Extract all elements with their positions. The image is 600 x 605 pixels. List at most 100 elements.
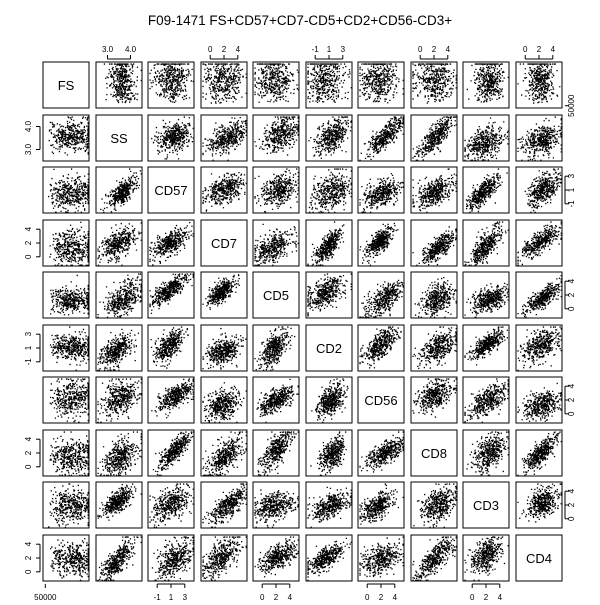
panel-cd4-vs-cd56 xyxy=(357,534,405,582)
panel-cd5-vs-cd3 xyxy=(462,271,510,319)
scatter-points xyxy=(97,483,142,521)
panel-cd2-vs-cd7 xyxy=(200,324,248,372)
panel-frame xyxy=(42,166,90,214)
scatter-points xyxy=(254,63,299,103)
tick-label: 2 xyxy=(537,45,542,54)
scatter-points xyxy=(256,378,299,423)
panel-frame xyxy=(42,61,90,109)
scatter-points xyxy=(307,486,352,528)
tick-label: 4.0 xyxy=(24,120,33,132)
panel-frame xyxy=(42,219,90,267)
tick-label: 4 xyxy=(24,436,33,441)
scatter-points xyxy=(202,117,247,161)
panel-cd4-vs-cd7 xyxy=(200,534,248,582)
tick-label: 2 xyxy=(567,397,576,402)
panel-cd3-vs-cd2 xyxy=(305,481,353,529)
tick-label: 4 xyxy=(393,593,398,600)
variable-label: CD8 xyxy=(421,446,447,461)
scatter-points xyxy=(254,489,299,528)
variable-label: CD56 xyxy=(364,393,397,408)
scatter-points xyxy=(464,282,509,318)
panel-fs-vs-cd2 xyxy=(305,61,353,109)
panel-cd2-vs-cd56 xyxy=(357,324,405,372)
variable-label: CD5 xyxy=(263,288,289,303)
panel-frame xyxy=(200,166,248,214)
panel-frame xyxy=(200,376,248,424)
x-axis-cd56: 0 2 4 xyxy=(365,583,398,602)
panel-cd57-vs-cd56 xyxy=(357,166,405,214)
scatter-points xyxy=(412,326,457,369)
scatter-points xyxy=(413,483,457,528)
x-axis-ss: 3.0 4.0 xyxy=(102,45,137,60)
scatter-points xyxy=(464,117,509,161)
panel-ss-vs-cd57 xyxy=(147,114,195,162)
panel-frame xyxy=(515,429,563,477)
panel-fs-vs-cd7 xyxy=(200,61,248,109)
scatter-points xyxy=(97,328,140,371)
scatter-points xyxy=(103,63,142,104)
scatter-points xyxy=(254,168,299,213)
panel-frame xyxy=(305,271,353,319)
tick-label: 4 xyxy=(567,488,576,493)
panel-frame xyxy=(200,481,248,529)
scatter-points xyxy=(464,378,509,423)
panel-frame xyxy=(515,61,563,109)
x-axis-fs: 50000 xyxy=(34,583,57,602)
scatter-points xyxy=(311,378,349,423)
panel-frame xyxy=(200,271,248,319)
panel-frame xyxy=(95,324,143,372)
scatter-points xyxy=(202,536,247,581)
panel-frame xyxy=(42,376,90,424)
tick-label: 2 xyxy=(484,593,489,600)
panel-cd3-vs-cd3: CD3 xyxy=(462,481,510,529)
panel-fs-vs-cd5 xyxy=(252,61,300,109)
tick-label: 3.0 xyxy=(102,45,114,54)
panel-frame xyxy=(462,271,510,319)
scatter-points xyxy=(50,538,89,581)
panel-frame xyxy=(95,271,143,319)
panel-frame xyxy=(42,324,90,372)
panel-cd8-vs-cd5 xyxy=(252,429,300,477)
tick-label: 0 xyxy=(567,411,576,416)
tick-label: 4 xyxy=(24,541,33,546)
panel-frame xyxy=(147,271,195,319)
panel-cd4-vs-cd8 xyxy=(410,534,458,582)
tick-label: 4.0 xyxy=(125,45,137,54)
panel-cd7-vs-cd57 xyxy=(147,219,195,267)
panel-cd56-vs-cd7 xyxy=(200,376,248,424)
scatter-points xyxy=(466,63,509,103)
panel-cd7-vs-cd7: CD7 xyxy=(200,219,248,267)
panel-frame xyxy=(95,481,143,529)
panel-ss-vs-cd3 xyxy=(462,114,510,162)
panel-frame xyxy=(252,376,300,424)
panel-cd57-vs-fs xyxy=(42,166,90,214)
scatter-points xyxy=(524,168,562,213)
tick-label: 2 xyxy=(24,450,33,455)
x-axis-cd57: -1 1 3 xyxy=(154,583,188,602)
panel-cd56-vs-ss xyxy=(95,376,143,424)
scatter-points xyxy=(97,222,142,266)
scatter-points xyxy=(49,221,89,266)
tick-label: 2 xyxy=(24,555,33,560)
y-axis-cd56: 0 2 4 xyxy=(564,383,576,416)
scatter-points xyxy=(151,378,194,419)
tick-label: 3.0 xyxy=(24,143,33,155)
scatter-points xyxy=(307,63,352,103)
y-axis-cd3: 0 2 4 xyxy=(564,488,576,521)
scatter-points xyxy=(359,279,404,318)
panel-cd56-vs-cd4 xyxy=(515,376,563,424)
panel-frame xyxy=(410,481,458,529)
panel-frame xyxy=(95,429,143,477)
panel-frame xyxy=(462,376,510,424)
scatter-points xyxy=(466,431,509,476)
tick-label: 3 xyxy=(341,45,346,54)
panel-cd7-vs-cd56 xyxy=(357,219,405,267)
scatter-points xyxy=(414,277,457,318)
panel-frame xyxy=(147,61,195,109)
tick-label: 3 xyxy=(24,331,33,336)
scatter-points xyxy=(464,221,509,266)
panel-cd3-vs-fs xyxy=(42,481,90,529)
panel-cd3-vs-ss xyxy=(95,481,143,529)
panel-frame xyxy=(410,61,458,109)
